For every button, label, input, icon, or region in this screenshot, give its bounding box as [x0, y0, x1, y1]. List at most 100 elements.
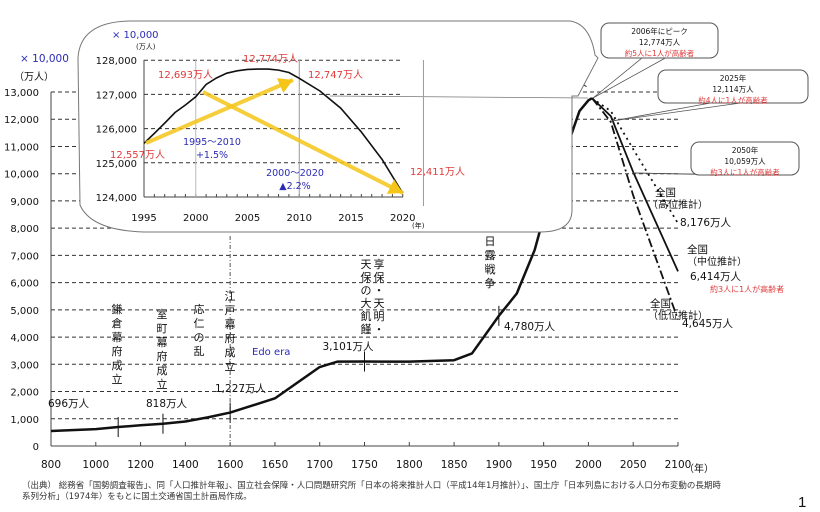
callout-2050-box	[690, 141, 800, 176]
inset-x-tick-label: 2000	[183, 213, 208, 224]
event-kyoho-char: ・	[374, 284, 385, 297]
inset-x-tick-label: 2005	[235, 213, 260, 224]
inset-label-12747: 12,747万人	[308, 69, 363, 81]
inset-series-line	[143, 68, 404, 194]
proj-mid-1: 全国	[687, 243, 708, 256]
callout-2006-line1: 2006年にピーク	[631, 26, 688, 36]
event-muromachi-char: 府	[157, 349, 168, 363]
event-muromachi-char: 室	[157, 307, 168, 321]
inset-x-tick-label: 2015	[338, 213, 363, 224]
label-696: 696万人	[48, 398, 90, 410]
x-tick-label: 1400	[172, 459, 199, 471]
callout-2006-pointer	[592, 57, 666, 99]
callout-2025-pointer	[611, 102, 741, 122]
event-tenpo-char: 飢	[361, 310, 372, 323]
event-edo-char: 成	[225, 346, 236, 359]
inset-label-12557: 12,557万人	[110, 149, 165, 161]
callout-2025-line2: 12,114万人	[712, 85, 754, 94]
y-tick-label: 5,000	[10, 306, 39, 317]
y-tick-label: 4,000	[10, 333, 39, 344]
y-tick-label: 9,000	[10, 197, 39, 208]
inset-chart	[77, 20, 599, 233]
proj-high-value: 8,176万人	[680, 217, 732, 229]
event-edo-char: 戸	[225, 304, 236, 317]
arrow2-change: ▲2.2%	[279, 181, 310, 192]
event-onin-char: 乱	[194, 345, 205, 358]
event-muromachi-char: 成	[157, 364, 168, 377]
event-kyoho-char: 享	[374, 257, 385, 271]
label-818: 818万人	[146, 398, 188, 410]
footer-line-2: 系列分析」（1974年）をもとに国土交通省国土計画局作成。	[22, 492, 252, 502]
x-tick-label: 2000	[575, 459, 602, 471]
event-onin-char: 応	[194, 302, 205, 316]
source-footer: （出典） 総務省「国勢調査報告」、同「人口推計年報」、国立社会保障・人口問題研究…	[22, 481, 782, 503]
event-tenpo-char: 大	[361, 296, 372, 310]
inset-bubble	[77, 20, 599, 233]
proj-mid-2: （中位推計）	[687, 255, 747, 268]
callout-2025-box	[657, 69, 809, 104]
inset-x-tick-label: 2010	[287, 213, 312, 224]
event-muromachi-char: 幕	[157, 335, 168, 349]
event-tenpo-char: の	[361, 284, 372, 297]
series-line-3	[591, 97, 679, 320]
y-tick-label: 13,000	[4, 88, 39, 99]
event-russo-japanese-char: 日	[485, 235, 496, 248]
event-edo-char: 立	[225, 359, 236, 373]
inset-x-tick-label: 2020	[390, 213, 415, 224]
arrow2-period: 2000〜2020	[266, 168, 324, 179]
callout-2050-line3: 約3人に1人が高齢者	[710, 167, 780, 177]
label-4780: 4,780万人	[504, 321, 556, 333]
inset-label-12774: 12,774万人	[243, 53, 298, 65]
inset-pointer	[329, 95, 589, 99]
inset-y-unit: (万人)	[136, 43, 156, 51]
proj-low-1: 全国	[650, 297, 671, 310]
event-muromachi-char: 立	[157, 377, 168, 391]
y-tick-label: 1,000	[10, 415, 39, 426]
x-tick-label: 1850	[441, 459, 468, 471]
proj-mid-value: 6,414万人	[690, 271, 742, 283]
inset-label-12411: 12,411万人	[410, 166, 465, 178]
x-tick-label: 1000	[82, 459, 109, 471]
inset-y-tick-label: 126,000	[96, 125, 137, 136]
edo-era-label: Edo era	[252, 347, 290, 358]
callout-2006-line2: 12,774万人	[639, 38, 681, 47]
event-edo-char: 府	[225, 331, 236, 345]
y-tick-label: 6,000	[10, 279, 39, 290]
inset-x-unit: (年)	[412, 221, 425, 230]
event-kamakura-char: 倉	[112, 316, 123, 330]
proj-high-1: 全国	[655, 186, 676, 199]
footer-line-1: （出典） 総務省「国勢調査報告」、同「人口推計年報」、国立社会保障・人口問題研究…	[22, 481, 721, 491]
event-kyoho-char: 保	[374, 270, 385, 284]
inset-y-tick-label: 127,000	[96, 90, 137, 101]
event-edo-char: 幕	[225, 317, 236, 331]
label-3101: 3,101万人	[322, 341, 374, 353]
inset-label-12693: 12,693万人	[158, 69, 213, 81]
series-line-2	[591, 97, 679, 272]
y-axis-unit: （万人）	[14, 71, 54, 83]
event-kamakura-char: 立	[112, 372, 123, 386]
event-kamakura-char: 鎌	[112, 302, 123, 316]
event-kamakura-char: 幕	[112, 330, 123, 344]
event-muromachi-char: 町	[157, 322, 168, 335]
event-onin-char: の	[194, 331, 205, 344]
proj-low-2: （低位推計）	[648, 309, 708, 322]
x-tick-label: 1900	[485, 459, 512, 471]
x-tick-label: 1200	[127, 459, 154, 471]
x-tick-label: 1650	[262, 459, 289, 471]
callout-2025-pointer	[611, 102, 711, 122]
x-tick-label: 800	[41, 459, 61, 471]
callout-2006-box	[600, 22, 719, 59]
callout-2050-line2: 10,059万人	[724, 157, 766, 166]
callout-2025-line1: 2025年	[720, 73, 747, 83]
x-axis-unit: （年）	[684, 462, 714, 475]
x-tick-label: 1750	[351, 459, 378, 471]
proj-low-value: 4,645万人	[682, 318, 734, 330]
arrow-2000-2020-head	[386, 179, 403, 194]
x-tick-label: 1950	[530, 459, 557, 471]
x-tick-label: 1800	[396, 459, 423, 471]
event-kamakura-char: 府	[112, 344, 123, 358]
inset-y-tick-label: 124,000	[96, 193, 137, 204]
proj-high-2: （高位推計）	[648, 198, 708, 211]
event-tenpo-char: 天	[361, 258, 372, 271]
event-onin-char: 仁	[194, 317, 205, 330]
